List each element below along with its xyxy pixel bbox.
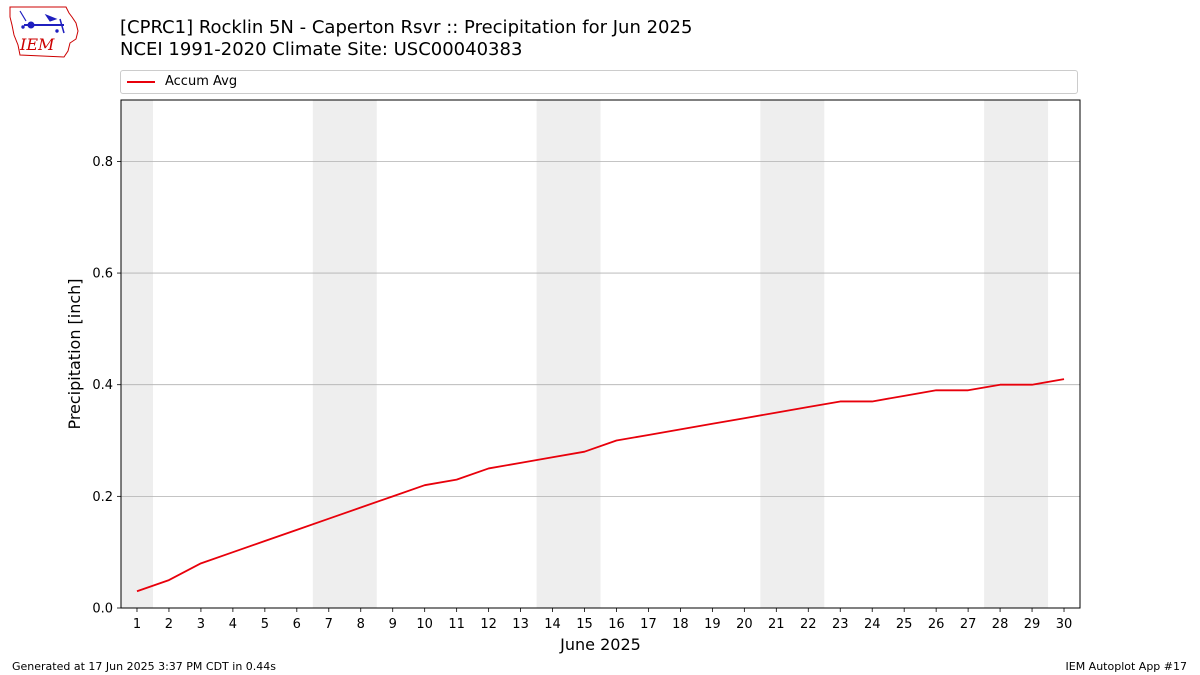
x-tick-label: 10	[416, 617, 433, 632]
y-axis-label: Precipitation [inch]	[65, 278, 84, 429]
series-line-accum-avg	[136, 378, 1065, 593]
x-tick-label: 19	[704, 617, 721, 632]
chart-subtitle: NCEI 1991-2020 Climate Site: USC00040383	[120, 39, 523, 60]
x-tick-label: 24	[864, 617, 881, 632]
weather-symbols-icon	[19, 10, 65, 34]
x-tick-label: 11	[448, 617, 465, 632]
x-tick-label: 30	[1056, 617, 1073, 632]
x-tick-label: 16	[608, 617, 625, 632]
iem-logo: IEM	[9, 6, 79, 58]
chart-title: [CPRC1] Rocklin 5N - Caperton Rsvr :: Pr…	[120, 17, 693, 38]
x-tick-label: 3	[197, 617, 205, 632]
x-tick-label: 20	[736, 617, 753, 632]
x-tick-label: 17	[640, 617, 657, 632]
x-tick-label: 7	[325, 617, 333, 632]
weekend-band	[984, 100, 1049, 608]
y-tick-label: 0.2	[92, 490, 113, 505]
x-tick-label: 12	[480, 617, 497, 632]
iowa-outline-icon	[9, 6, 79, 58]
x-tick-label: 2	[165, 617, 173, 632]
x-tick-label: 13	[512, 617, 529, 632]
legend-label-accum-avg: Accum Avg	[165, 74, 238, 89]
plot-frame	[120, 99, 1081, 609]
x-tick-label: 29	[1024, 617, 1041, 632]
y-tick-label: 0.8	[92, 155, 113, 170]
x-tick-label: 27	[960, 617, 977, 632]
y-tick-label: 0.4	[92, 378, 113, 393]
x-tick-label: 21	[768, 617, 785, 632]
x-tick-label: 14	[544, 617, 561, 632]
x-axis-label: June 2025	[559, 635, 641, 654]
footer-generated-text: Generated at 17 Jun 2025 3:37 PM CDT in …	[12, 660, 277, 673]
legend-line-accum-avg	[127, 81, 155, 83]
weekend-band	[536, 100, 601, 608]
weekend-band	[121, 100, 153, 608]
footer-app-label: IEM Autoplot App #17	[1065, 660, 1188, 673]
y-tick-label: 0.6	[92, 267, 113, 282]
x-tick-label: 18	[672, 617, 689, 632]
x-tick-label: 28	[992, 617, 1009, 632]
x-tick-label: 4	[229, 617, 237, 632]
x-tick-label: 1	[133, 617, 141, 632]
x-tick-label: 9	[389, 617, 397, 632]
x-tick-label: 26	[928, 617, 945, 632]
x-tick-label: 23	[832, 617, 849, 632]
x-tick-label: 8	[357, 617, 365, 632]
legend: Accum Avg	[120, 70, 1078, 94]
weekend-band	[312, 100, 377, 608]
x-tick-label: 5	[261, 617, 269, 632]
x-tick-label: 25	[896, 617, 913, 632]
logo-text: IEM	[19, 35, 55, 54]
x-tick-label: 15	[576, 617, 593, 632]
x-tick-label: 22	[800, 617, 817, 632]
y-tick-label: 0.0	[92, 602, 113, 617]
weekend-band	[760, 100, 825, 608]
x-tick-label: 6	[293, 617, 301, 632]
